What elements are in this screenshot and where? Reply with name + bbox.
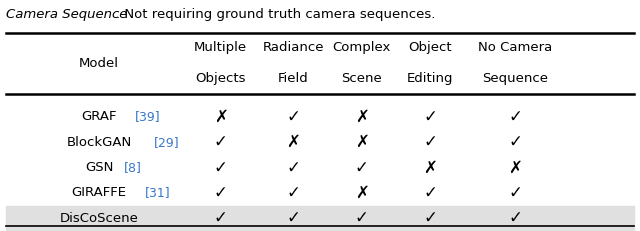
Text: ✗: ✗ xyxy=(355,133,369,151)
Text: GIRAFFE: GIRAFFE xyxy=(72,186,127,199)
Text: Complex: Complex xyxy=(332,41,391,54)
Text: Object: Object xyxy=(408,41,452,54)
Text: GRAF: GRAF xyxy=(81,110,117,123)
Text: [31]: [31] xyxy=(145,186,171,199)
Text: Radiance: Radiance xyxy=(262,41,324,54)
Text: ✓: ✓ xyxy=(214,209,228,227)
Text: Multiple: Multiple xyxy=(194,41,248,54)
Text: ✓: ✓ xyxy=(286,158,300,176)
Text: ✗: ✗ xyxy=(355,108,369,126)
Text: [8]: [8] xyxy=(124,161,141,174)
Text: ✓: ✓ xyxy=(214,158,228,176)
Text: ✓: ✓ xyxy=(508,184,522,202)
Text: ✗: ✗ xyxy=(423,158,437,176)
Text: GSN: GSN xyxy=(85,161,113,174)
Text: Camera Sequence: Camera Sequence xyxy=(6,8,128,21)
Text: Sequence: Sequence xyxy=(482,72,548,85)
Text: ✓: ✓ xyxy=(355,209,369,227)
Text: [39]: [39] xyxy=(135,110,161,123)
Text: ✓: ✓ xyxy=(423,133,437,151)
Text: ✗: ✗ xyxy=(214,108,228,126)
Text: ✗: ✗ xyxy=(286,133,300,151)
Text: Field: Field xyxy=(278,72,308,85)
Text: ✓: ✓ xyxy=(214,133,228,151)
Text: No Camera: No Camera xyxy=(478,41,552,54)
Text: ✓: ✓ xyxy=(423,209,437,227)
Bar xyxy=(6,206,634,231)
Text: ✓: ✓ xyxy=(423,108,437,126)
Text: ✓: ✓ xyxy=(508,133,522,151)
Text: ✓: ✓ xyxy=(214,184,228,202)
Text: Scene: Scene xyxy=(341,72,382,85)
Text: Model: Model xyxy=(79,57,119,70)
Text: ✗: ✗ xyxy=(508,158,522,176)
Text: [29]: [29] xyxy=(154,136,179,149)
Text: ✓: ✓ xyxy=(286,108,300,126)
Text: . Not requiring ground truth camera sequences.: . Not requiring ground truth camera sequ… xyxy=(116,8,436,21)
Text: ✓: ✓ xyxy=(508,108,522,126)
Text: ✓: ✓ xyxy=(355,158,369,176)
Text: Editing: Editing xyxy=(407,72,453,85)
Text: ✓: ✓ xyxy=(508,209,522,227)
Text: ✓: ✓ xyxy=(286,184,300,202)
Text: ✗: ✗ xyxy=(355,184,369,202)
Text: ✓: ✓ xyxy=(286,209,300,227)
Text: ✓: ✓ xyxy=(423,184,437,202)
Text: DisCoScene: DisCoScene xyxy=(60,212,139,225)
Text: BlockGAN: BlockGAN xyxy=(67,136,132,149)
Text: Objects: Objects xyxy=(196,72,246,85)
